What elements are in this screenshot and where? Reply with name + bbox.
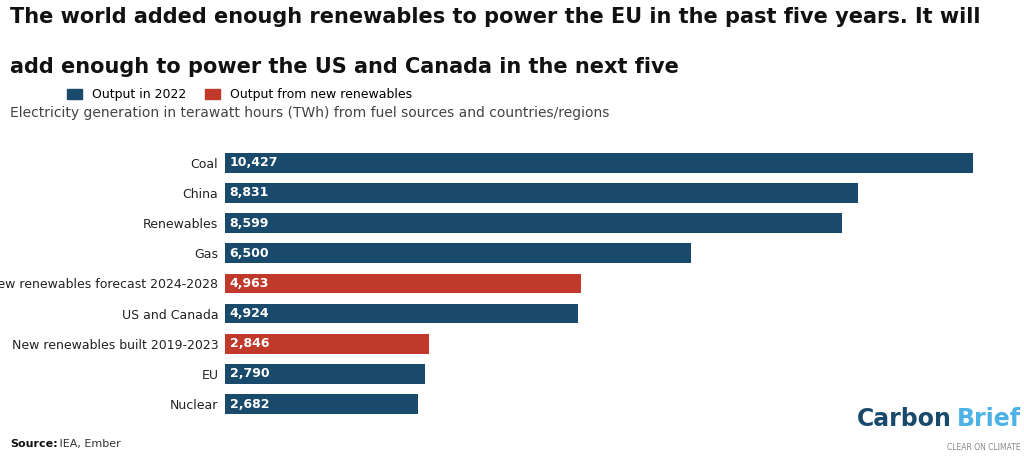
Bar <box>225 304 579 324</box>
Text: 8,831: 8,831 <box>229 186 269 200</box>
Text: 10,427: 10,427 <box>229 157 279 169</box>
Bar <box>225 364 425 384</box>
Bar <box>225 153 973 173</box>
Bar <box>225 213 842 233</box>
Text: 2,790: 2,790 <box>229 367 269 381</box>
Text: Brief: Brief <box>956 408 1021 431</box>
Text: add enough to power the US and Canada in the next five: add enough to power the US and Canada in… <box>10 57 679 78</box>
Text: 4,924: 4,924 <box>229 307 269 320</box>
Text: 2,682: 2,682 <box>229 397 269 410</box>
Bar <box>225 183 858 203</box>
Text: Source:: Source: <box>10 439 58 449</box>
Text: The world added enough renewables to power the EU in the past five years. It wil: The world added enough renewables to pow… <box>10 7 981 27</box>
Bar <box>225 334 429 353</box>
Bar <box>225 243 691 263</box>
Text: Electricity generation in terawatt hours (TWh) from fuel sources and countries/r: Electricity generation in terawatt hours… <box>10 106 609 120</box>
Text: 6,500: 6,500 <box>229 247 269 260</box>
Text: CLEAR ON CLIMATE: CLEAR ON CLIMATE <box>947 443 1021 452</box>
Text: Carbon: Carbon <box>856 408 951 431</box>
Legend: Output in 2022, Output from new renewables: Output in 2022, Output from new renewabl… <box>62 83 417 106</box>
Text: IEA, Ember: IEA, Ember <box>56 439 121 449</box>
Text: 2,846: 2,846 <box>229 337 269 350</box>
Text: 4,963: 4,963 <box>229 277 269 290</box>
Text: 8,599: 8,599 <box>229 217 269 230</box>
Bar <box>225 274 581 293</box>
Bar <box>225 394 418 414</box>
